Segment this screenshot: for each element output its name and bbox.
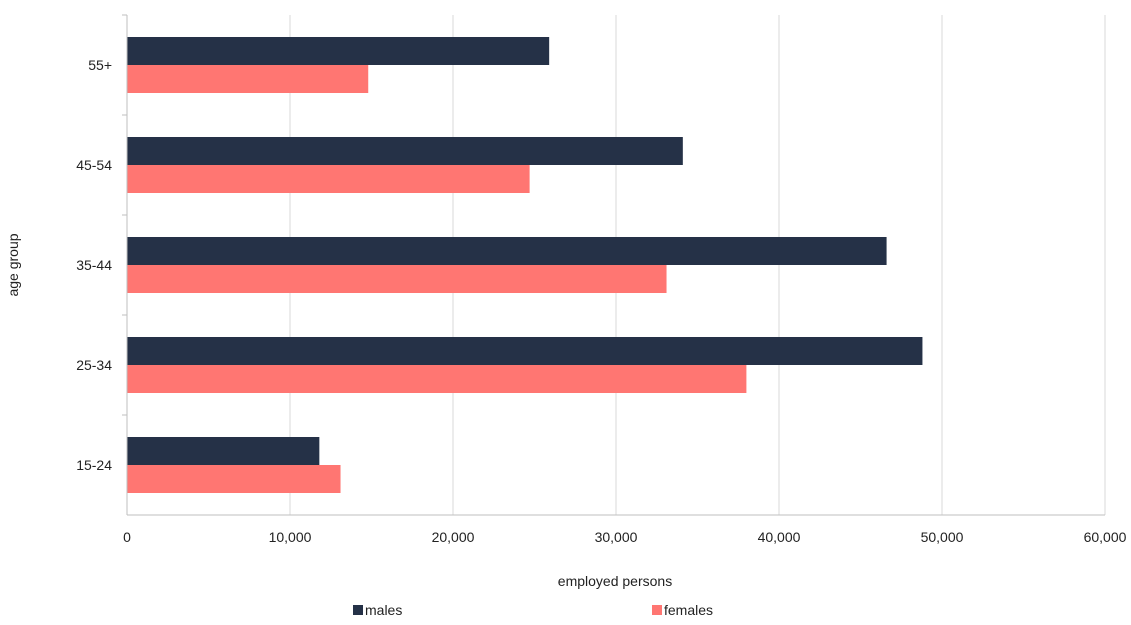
x-tick-label: 30,000 xyxy=(595,529,638,545)
bar-males-15-24 xyxy=(127,437,320,465)
bar-males-35-44 xyxy=(127,237,887,265)
x-tick-label: 10,000 xyxy=(269,529,312,545)
x-axis-title: employed persons xyxy=(558,573,672,589)
y-tick-label: 15-24 xyxy=(76,457,112,473)
y-axis-title: age group xyxy=(5,233,21,296)
x-tick-label: 50,000 xyxy=(921,529,964,545)
x-tick-label: 0 xyxy=(123,529,131,545)
x-tick-label: 20,000 xyxy=(432,529,475,545)
axes: 0 10,000 20,000 30,000 40,000 50,000 60,000 15-… xyxy=(76,14,1127,545)
bars xyxy=(127,37,923,493)
bar-females-35-44 xyxy=(127,265,667,293)
bar-males-55+ xyxy=(127,37,550,65)
x-tick-label: 40,000 xyxy=(758,529,801,545)
legend-swatch-females xyxy=(652,605,662,615)
y-tick-label: 35-44 xyxy=(76,257,112,273)
legend-swatch-males xyxy=(353,605,363,615)
bar-males-25-34 xyxy=(127,337,923,365)
legend-label-males: males xyxy=(365,602,402,618)
y-tick-label: 25-34 xyxy=(76,357,112,373)
bar-females-55+ xyxy=(127,65,369,93)
legend: males females xyxy=(353,602,713,618)
bar-males-45-54 xyxy=(127,137,683,165)
bar-females-45-54 xyxy=(127,165,530,193)
bar-females-15-24 xyxy=(127,465,341,493)
legend-label-females: females xyxy=(664,602,713,618)
y-tick-label: 45-54 xyxy=(76,157,112,173)
x-tick-label: 60,000 xyxy=(1084,529,1127,545)
bar-females-25-34 xyxy=(127,365,747,393)
y-tick-label: 55+ xyxy=(88,57,112,73)
